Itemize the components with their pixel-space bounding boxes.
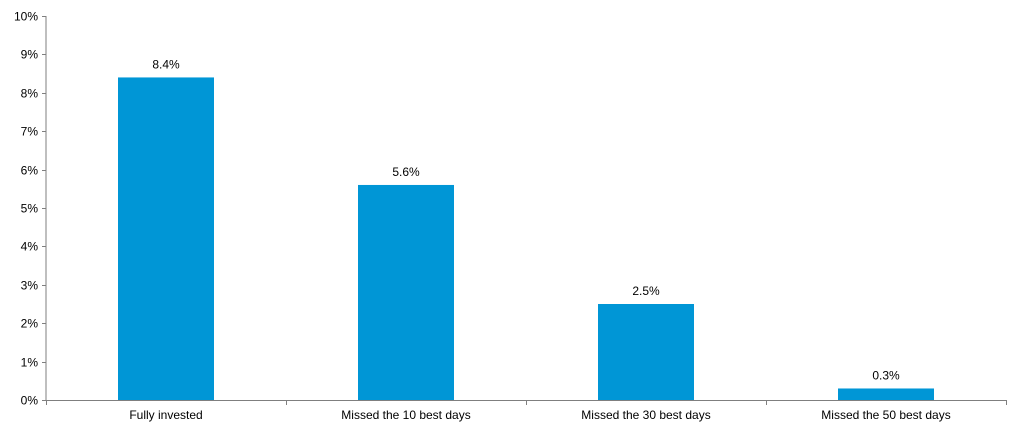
bar-value-labels: 8.4% 5.6% 2.5% 0.3% <box>152 57 900 382</box>
y-tick-label: 8% <box>21 87 39 101</box>
y-tick-label: 5% <box>21 202 39 216</box>
bar-value-label: 2.5% <box>632 284 660 298</box>
y-tick-label: 2% <box>21 317 39 331</box>
y-tick-label: 6% <box>21 164 39 178</box>
bar-value-label: 8.4% <box>152 57 180 71</box>
y-tick-label: 0% <box>21 394 39 408</box>
bar <box>598 304 694 400</box>
x-category-label: Missed the 30 best days <box>581 408 710 422</box>
y-tick-label: 1% <box>21 356 39 370</box>
y-tick-label: 9% <box>21 48 39 62</box>
y-tick-label: 7% <box>21 125 39 139</box>
x-category-label: Fully invested <box>129 408 202 422</box>
x-axis: Fully invested Missed the 10 best days Mis… <box>46 400 1007 422</box>
bar <box>358 184 454 400</box>
bar <box>838 388 934 400</box>
y-tick-label: 4% <box>21 240 39 254</box>
bar <box>118 77 214 400</box>
bar-value-label: 5.6% <box>392 165 420 179</box>
y-tick-label: 3% <box>21 279 39 293</box>
bars <box>118 77 934 400</box>
y-axis: 0% 1% 2% 3% 4% 5% 6% 7% 8% 9% 10% <box>14 10 47 408</box>
x-category-label: Missed the 50 best days <box>821 408 950 422</box>
x-category-label: Missed the 10 best days <box>341 408 470 422</box>
bar-value-label: 0.3% <box>872 368 900 382</box>
y-tick-label: 10% <box>14 10 38 24</box>
